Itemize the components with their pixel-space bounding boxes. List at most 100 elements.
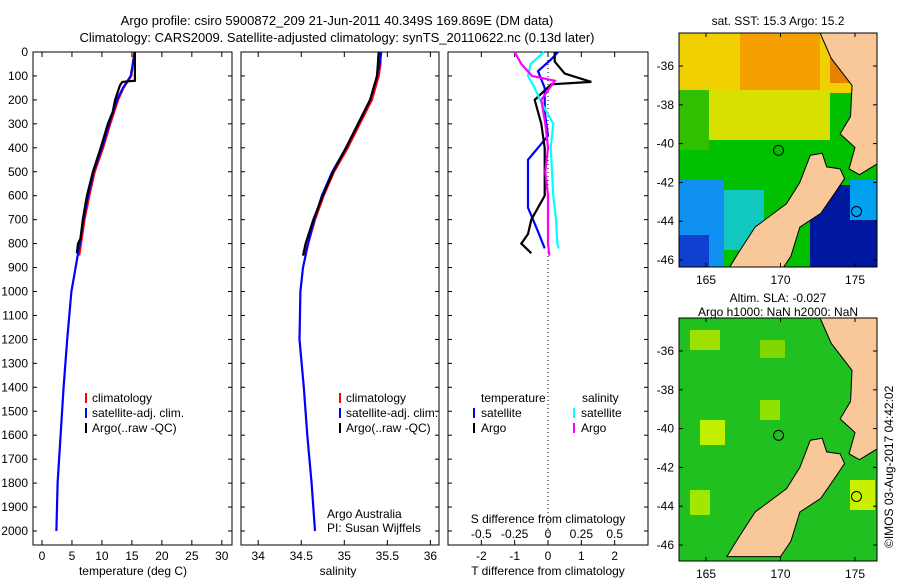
temperature-tick-label: 5 [69, 549, 76, 563]
depth-tick-label: 1500 [1, 404, 28, 418]
s-difference-tick-label: 0.5 [606, 527, 623, 541]
lat-tick-label: -44 [657, 499, 675, 513]
south-island-land [729, 152, 846, 267]
legend-marker-s-argo [573, 423, 575, 433]
depth-tick-label: 1100 [2, 308, 28, 322]
salinity-axis-label: salinity [320, 564, 357, 578]
salinity-tick-label: 34 [252, 549, 266, 563]
lon-tick-label: 175 [845, 273, 865, 287]
temperature-tick-label: 15 [125, 549, 139, 563]
legend-marker-climatology [85, 393, 87, 403]
s-difference-axis-label: S difference from climatology [471, 512, 626, 526]
depth-tick-label: 1400 [1, 380, 28, 394]
lat-tick-label: -44 [657, 214, 675, 228]
legend-heading-temperature: temperature [481, 391, 546, 405]
temperature-axis-label: temperature (deg C) [79, 564, 187, 578]
depth-tick-label: 600 [8, 189, 28, 203]
s-difference-tick-label: 0.25 [570, 527, 594, 541]
sst-map [679, 33, 877, 267]
lat-tick-label: -40 [657, 422, 675, 436]
legend-marker-t-satellite [473, 408, 475, 418]
t-difference-tick-label: -2 [476, 549, 487, 563]
legend-label: Argo [581, 421, 607, 435]
t-difference-tick-label: 2 [611, 549, 618, 563]
series-line-s-argo [513, 51, 557, 256]
figure-title-line2: Climatology: CARS2009. Satellite-adjuste… [80, 30, 595, 45]
lat-tick-label: -40 [657, 137, 675, 151]
legend-marker-s-satellite [573, 408, 575, 418]
difference-plot-frame [447, 51, 649, 546]
lon-tick-label: 170 [770, 273, 790, 287]
depth-tick-label: 200 [8, 93, 28, 107]
series-line-t-argo [519, 52, 592, 254]
argo-australia-annotation: Argo Australia [327, 507, 402, 521]
depth-tick-label: 500 [8, 165, 28, 179]
legend-label: satellite [481, 406, 522, 420]
t-difference-tick-label: 0 [545, 549, 552, 563]
lat-tick-label: -36 [657, 59, 675, 73]
s-difference-tick-label: 0 [545, 527, 552, 541]
lon-tick-label: 170 [770, 567, 790, 580]
salinity-tick-label: 34.5 [290, 549, 314, 563]
legend-label: climatology [92, 391, 152, 405]
salinity-plot-frame [240, 51, 440, 546]
depth-tick-label: 700 [8, 213, 28, 227]
temperature-plot-frame [32, 51, 233, 546]
lon-tick-label: 165 [696, 273, 716, 287]
legend-label: satellite [581, 406, 622, 420]
depth-tick-label: 1200 [1, 332, 28, 346]
s-difference-tick-label: -0.5 [471, 527, 492, 541]
t-difference-axis-label: T difference from climatology [471, 564, 625, 578]
difference-legend: temperature salinity satellite Argo sate… [473, 391, 622, 435]
legend-label: Argo(..raw -QC) [346, 421, 431, 435]
salinity-legend: climatology satellite-adj. clim. Argo(..… [339, 391, 438, 435]
imos-credit: ©IMOS 03-Aug-2017 04:42:02 [882, 385, 896, 548]
legend-marker-climatology [339, 393, 341, 403]
temperature-legend: climatology satellite-adj. clim. Argo(..… [85, 391, 184, 435]
temperature-tick-label: 0 [39, 549, 46, 563]
depth-tick-label: 100 [8, 69, 28, 83]
pi-annotation: PI: Susan Wijffels [327, 521, 421, 535]
legend-heading-salinity: salinity [582, 391, 619, 405]
lon-tick-label: 165 [696, 567, 716, 580]
legend-label: satellite-adj. clim. [346, 406, 438, 420]
sst-map-frame [678, 32, 878, 268]
legend-marker-satellite [339, 408, 341, 418]
sla-map-frame [678, 317, 878, 562]
legend-label: satellite-adj. clim. [92, 406, 184, 420]
eddy-marker [850, 206, 862, 217]
series-line-argo-raw-qc- [75, 52, 136, 254]
sla-map-title-line1: Altim. SLA: -0.027 [730, 291, 827, 305]
lat-tick-label: -46 [657, 253, 675, 267]
legend-marker-t-argo [473, 423, 475, 433]
depth-tick-label: 1700 [1, 452, 28, 466]
temperature-tick-label: 20 [155, 549, 169, 563]
lat-tick-label: -46 [657, 538, 675, 552]
series-line-s-satellite [526, 51, 560, 249]
depth-tick-label: 1900 [1, 500, 28, 514]
legend-marker-satellite [85, 408, 87, 418]
sst-map-title: sat. SST: 15.3 Argo: 15.2 [712, 14, 845, 28]
temperature-tick-label: 25 [185, 549, 199, 563]
lon-tick-label: 175 [845, 567, 865, 580]
south-island-land [725, 437, 846, 558]
profile-location-marker [773, 429, 785, 441]
legend-label: Argo(..raw -QC) [92, 421, 177, 435]
temperature-tick-label: 30 [215, 549, 229, 563]
depth-tick-label: 2000 [1, 524, 28, 538]
lat-tick-label: -38 [657, 383, 675, 397]
north-island-land [819, 33, 877, 176]
depth-tick-label: 1600 [1, 428, 28, 442]
legend-label: climatology [346, 391, 406, 405]
depth-tick-label: 1300 [1, 356, 28, 370]
legend-label: Argo [481, 421, 507, 435]
depth-tick-label: 300 [8, 117, 28, 131]
lat-tick-label: -42 [657, 175, 675, 189]
salinity-tick-label: 36 [424, 549, 438, 563]
legend-marker-argo [339, 423, 341, 433]
lat-tick-label: -36 [657, 344, 675, 358]
depth-tick-label: 400 [8, 141, 28, 155]
depth-tick-label: 0 [21, 45, 28, 59]
eddy-marker [850, 491, 862, 502]
